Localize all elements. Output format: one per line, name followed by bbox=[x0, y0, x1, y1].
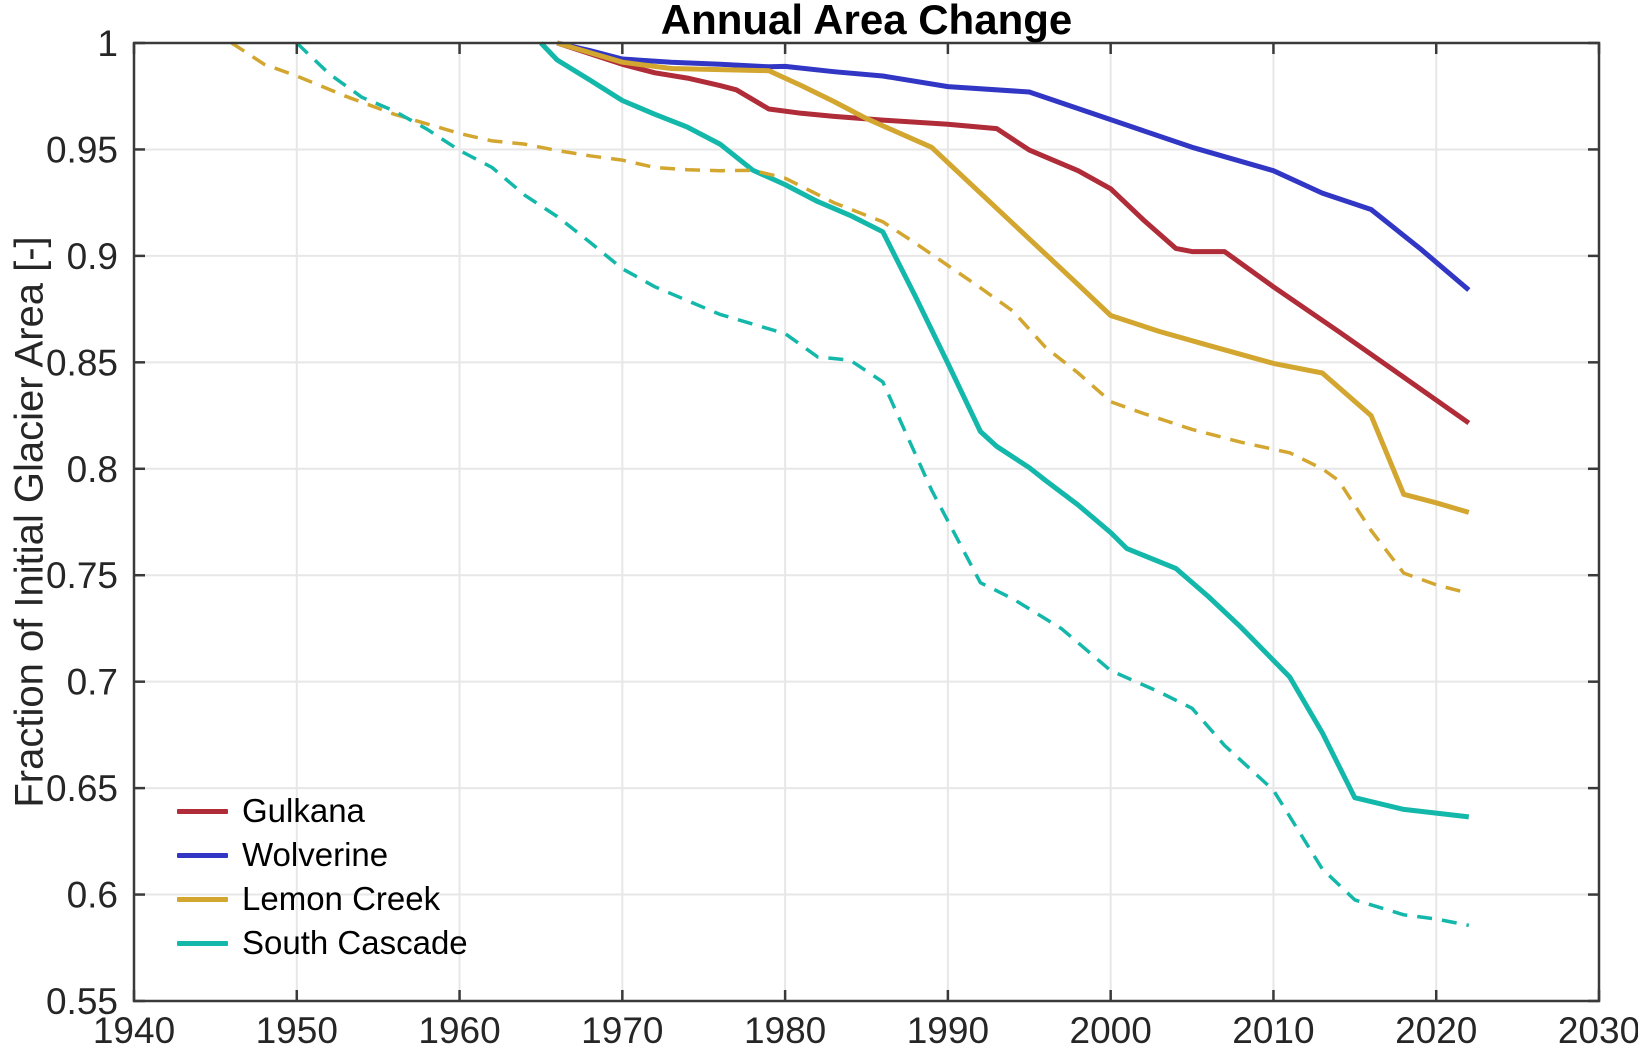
x-tick-label: 1970 bbox=[581, 1010, 663, 1051]
y-axis-label: Fraction of Initial Glacier Area [-] bbox=[7, 236, 52, 808]
legend-label: Gulkana bbox=[242, 792, 365, 829]
legend-label: South Cascade bbox=[242, 924, 468, 961]
y-tick-label: 0.6 bbox=[67, 875, 118, 916]
series-lemon-creek-dashed bbox=[230, 41, 1470, 595]
legend-item-gulkana: Gulkana bbox=[177, 789, 468, 833]
y-tick-label: 0.7 bbox=[67, 662, 118, 703]
x-tick-label: 2000 bbox=[1070, 1010, 1152, 1051]
legend-item-lemon-creek: Lemon Creek bbox=[177, 877, 468, 921]
series-south-cascade-solid bbox=[539, 41, 1470, 820]
legend-swatch bbox=[177, 808, 228, 814]
x-tick-label: 1990 bbox=[907, 1010, 989, 1051]
legend-label: Wolverine bbox=[242, 836, 389, 873]
x-tick-label: 1960 bbox=[418, 1010, 500, 1051]
y-tick-label: 0.65 bbox=[46, 768, 118, 809]
y-tick-label: 0.95 bbox=[46, 129, 118, 170]
legend-swatch bbox=[177, 852, 228, 858]
series-south-cascade-dashed bbox=[295, 41, 1470, 928]
legend-swatch bbox=[177, 896, 228, 902]
legend-item-south-cascade: South Cascade bbox=[177, 921, 468, 965]
x-tick-label: 2020 bbox=[1395, 1010, 1477, 1051]
series-wolverine-solid bbox=[556, 40, 1471, 292]
x-tick-label: 1980 bbox=[744, 1010, 826, 1051]
legend-swatch bbox=[177, 940, 228, 946]
series-gulkana-solid bbox=[556, 40, 1471, 426]
y-tick-label: 0.9 bbox=[67, 236, 118, 277]
x-tick-label: 1940 bbox=[93, 1010, 175, 1051]
legend-label: Lemon Creek bbox=[242, 880, 441, 917]
y-tick-label: 0.75 bbox=[46, 555, 118, 596]
series-lemon-creek-solid bbox=[556, 40, 1470, 515]
x-tick-label: 2010 bbox=[1232, 1010, 1314, 1051]
y-tick-label: 0.55 bbox=[46, 981, 118, 1022]
x-tick-label: 1950 bbox=[256, 1010, 338, 1051]
chart-title: Annual Area Change bbox=[660, 0, 1073, 43]
axis-box bbox=[132, 41, 1601, 1003]
y-tick-label: 0.85 bbox=[46, 342, 118, 383]
x-tick-label: 2030 bbox=[1558, 1010, 1638, 1051]
legend: Gulkana Wolverine Lemon Creek South Cascade bbox=[177, 789, 468, 965]
legend-item-wolverine: Wolverine bbox=[177, 833, 468, 877]
y-tick-label: 0.8 bbox=[67, 449, 118, 490]
y-tick-label: 1 bbox=[97, 23, 118, 64]
